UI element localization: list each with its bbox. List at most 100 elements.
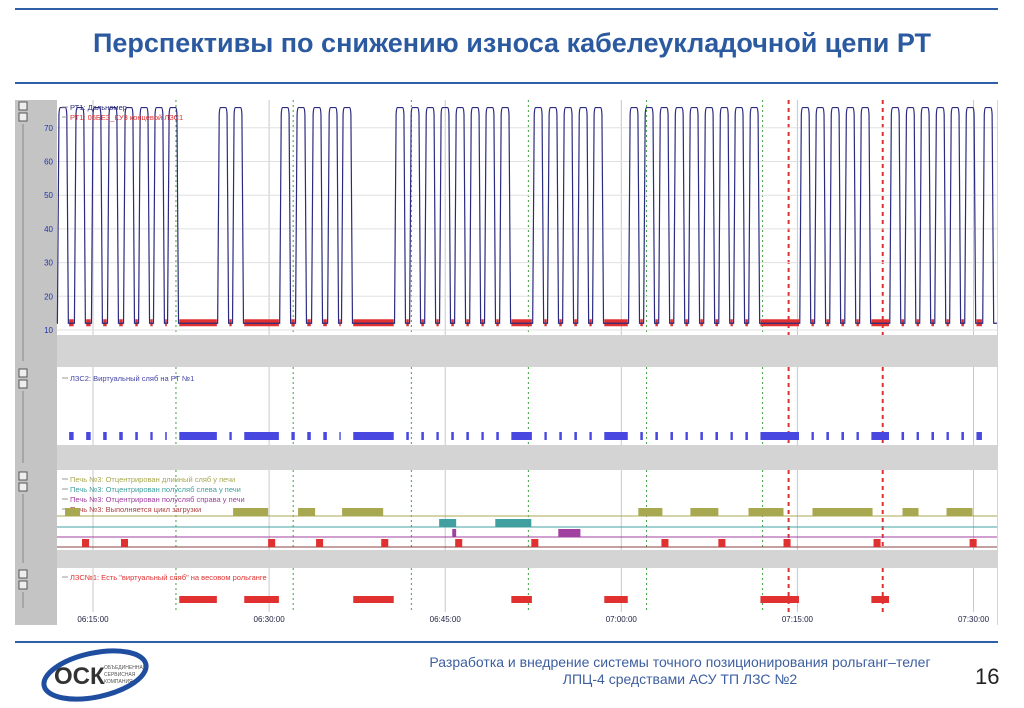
y-tick-label: 60	[44, 158, 53, 167]
panel-close-button[interactable]	[18, 471, 28, 481]
svg-text:ОБЪЕДИНЕННАЯ: ОБЪЕДИНЕННАЯ	[104, 665, 147, 671]
x-tick-label: 07:00:00	[606, 615, 638, 624]
virtual-slab-bar	[291, 432, 295, 440]
y-tick-label: 50	[44, 191, 53, 200]
long-slab-bar	[298, 508, 316, 516]
load-cycle-bar	[783, 539, 791, 547]
long-slab-bar	[233, 508, 269, 516]
y-tick-label: 70	[44, 124, 53, 133]
virtual-slab-bar	[86, 432, 91, 440]
virtual-slab-bar	[700, 432, 703, 440]
load-cycle-bar	[531, 539, 539, 547]
virtual-slab-bar	[745, 432, 748, 440]
osk-logo: ОСК ОБЪЕДИНЕННАЯ СЕРВИСНАЯ КОМПАНИЯ	[40, 647, 150, 707]
series-rangefinder-line	[56, 106, 997, 324]
virtual-slab-bar	[559, 432, 562, 440]
long-slab-bar	[342, 508, 384, 516]
weight-roller-slab-bar	[353, 596, 394, 603]
x-tick-label: 06:15:00	[77, 615, 109, 624]
svg-text:СЕРВИСНАЯ: СЕРВИСНАЯ	[104, 672, 136, 678]
virtual-slab-bar	[119, 432, 123, 440]
panel-expand-button[interactable]	[18, 580, 28, 590]
weight-roller-slab-bar	[604, 596, 628, 603]
virtual-slab-bar	[421, 432, 424, 440]
virtual-slab-bar	[466, 432, 469, 440]
long-slab-bar	[638, 508, 663, 516]
weight-roller-slab-bar	[871, 596, 889, 603]
virtual-slab-bar	[946, 432, 949, 440]
long-slab-bar	[65, 508, 81, 516]
footer-rule	[15, 641, 998, 643]
panel-expand-button[interactable]	[18, 379, 28, 389]
time-axis	[57, 612, 997, 625]
virtual-slab-bar	[339, 432, 341, 440]
load-cycle-bar	[455, 539, 463, 547]
virtual-slab-bar	[103, 432, 107, 440]
virtual-slab-bar	[244, 432, 279, 440]
virtual-slab-bar	[544, 432, 547, 440]
virtual-slab-bar	[229, 432, 232, 440]
virtual-slab-bar	[307, 432, 311, 440]
long-slab-bar	[946, 508, 973, 516]
virtual-slab-bar	[574, 432, 577, 440]
weight-roller-slab-bar	[244, 596, 279, 603]
weight-roller-slab-bar	[760, 596, 799, 603]
legend-entry: РТ1: Дальномер	[70, 103, 127, 112]
page-number: 16	[975, 664, 1000, 689]
virtual-slab-bar	[481, 432, 484, 440]
panel-close-button[interactable]	[18, 101, 28, 111]
load-cycle-bar	[120, 539, 129, 547]
virtual-slab-bar	[670, 432, 673, 440]
title-rule	[15, 82, 998, 84]
control-strip	[15, 100, 57, 625]
panel-expand-button[interactable]	[18, 112, 28, 122]
virtual-slab-bar	[730, 432, 733, 440]
top-rule	[15, 8, 998, 10]
virtual-slab-bar	[901, 432, 905, 440]
virtual-slab-bar	[406, 432, 409, 440]
half-right-bar	[558, 529, 581, 537]
svg-text:ОСК: ОСК	[54, 663, 105, 690]
panel-close-button[interactable]	[18, 569, 28, 579]
legend-entry: РТ1: 05БЕЗ_КУ3 концевой ЛЗС1	[70, 113, 183, 122]
legend-entry: Печь №3: Отцентрирован длинный сляб у пе…	[70, 475, 235, 484]
virtual-slab-bar	[655, 432, 658, 440]
long-slab-bar	[812, 508, 873, 516]
virtual-slab-bar	[931, 432, 934, 440]
footer-line-2: ЛПЦ-4 средствами АСУ ТП ЛЗС №2	[562, 671, 798, 687]
load-cycle-bar	[969, 539, 977, 547]
legend-entry: Печь №3: Отцентрирован полусляб справа у…	[70, 495, 245, 504]
load-cycle-bar	[381, 539, 389, 547]
x-tick-label: 06:45:00	[430, 615, 462, 624]
weight-roller-slab-bar	[511, 596, 532, 603]
virtual-slab-bar	[685, 432, 688, 440]
virtual-slab-bar	[589, 432, 592, 440]
legend-entry: Печь №3: Выполняется цикл загрузки	[70, 505, 201, 514]
virtual-slab-bar	[826, 432, 829, 440]
load-cycle-bar	[873, 539, 881, 547]
weight-roller-slab-bar	[179, 596, 217, 603]
virtual-slab-bar	[871, 432, 889, 440]
virtual-slab-bar	[961, 432, 964, 440]
svg-text:КОМПАНИЯ: КОМПАНИЯ	[104, 679, 133, 685]
virtual-slab-bar	[436, 432, 439, 440]
virtual-slab-bar	[976, 432, 982, 440]
footer-line-1: Разработка и внедрение системы точного п…	[429, 654, 931, 670]
footer-text: Разработка и внедрение системы точного п…	[380, 654, 980, 688]
panel-close-button[interactable]	[18, 368, 28, 378]
half-left-bar	[439, 519, 457, 527]
virtual-slab-bar	[179, 432, 217, 440]
y-tick-label: 40	[44, 225, 53, 234]
virtual-slab-bar	[451, 432, 454, 440]
load-cycle-bar	[268, 539, 276, 547]
legend-entry: ЛЗС№1: Есть "виртуальный сляб" на весово…	[70, 573, 267, 582]
virtual-slab-bar	[760, 432, 799, 440]
half-right-bar	[452, 529, 457, 537]
panel-expand-button[interactable]	[18, 482, 28, 492]
x-tick-label: 06:30:00	[254, 615, 286, 624]
load-cycle-bar	[718, 539, 726, 547]
virtual-slab-bar	[323, 432, 327, 440]
virtual-slab-bar	[353, 432, 394, 440]
y-tick-label: 10	[44, 326, 53, 335]
half-left-bar	[495, 519, 532, 527]
